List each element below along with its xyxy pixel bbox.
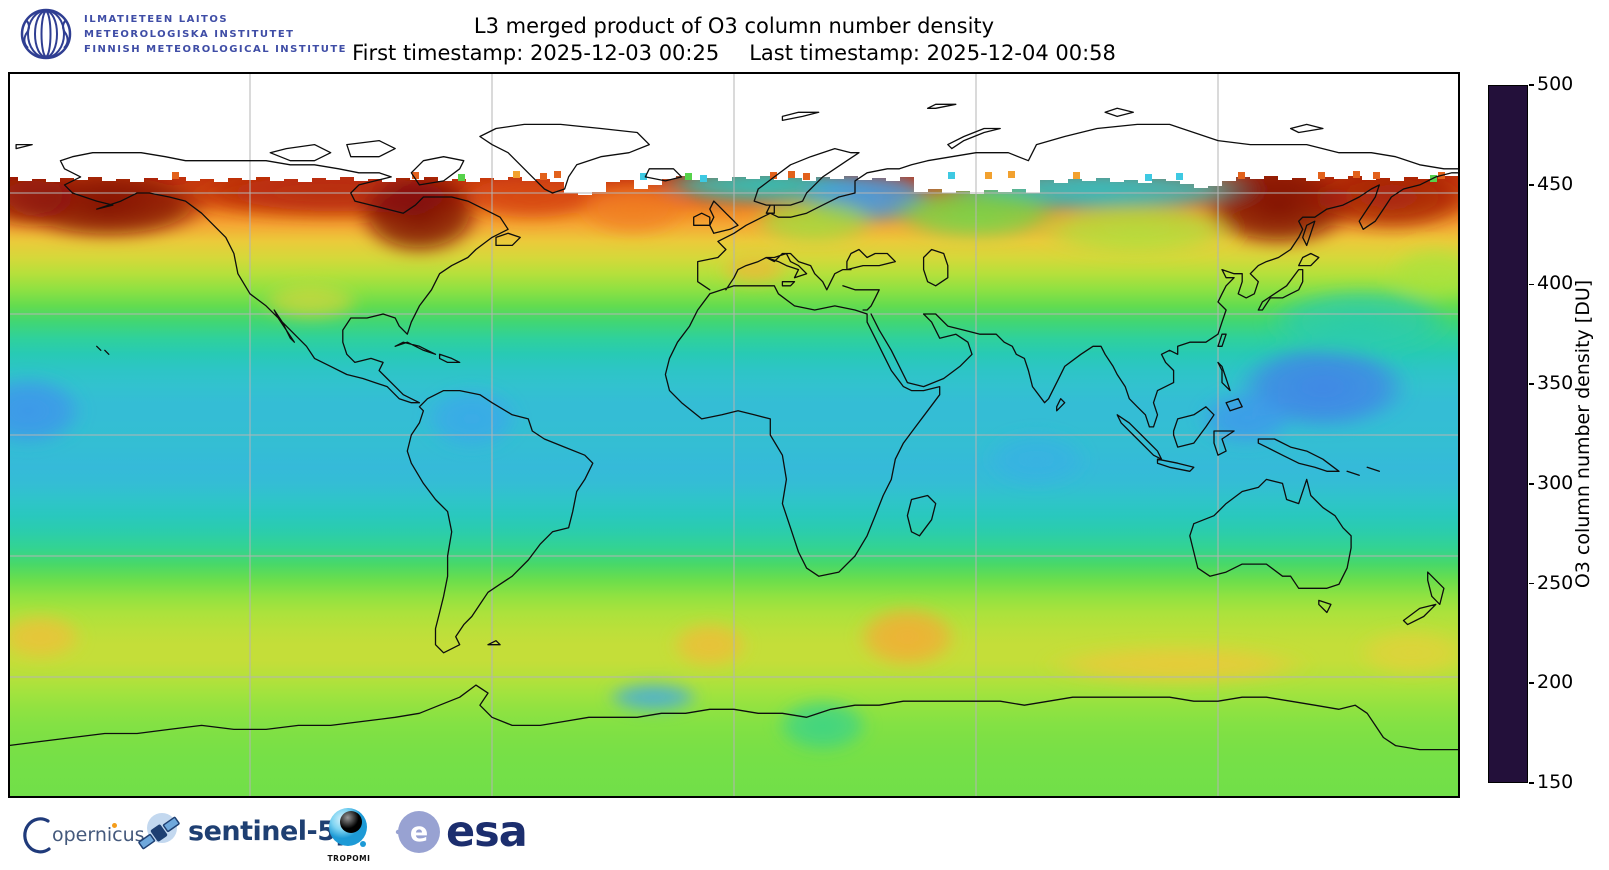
anomaly-w-mediterranean-orange <box>717 253 791 286</box>
copernicus-logo: opernicus <box>22 812 145 858</box>
sentinel5p-label: sentinel-5p <box>188 815 355 847</box>
colorbar-tick-label: 400 <box>1537 272 1574 295</box>
anomaly-hudson-quebec-high <box>354 168 484 258</box>
anomaly-s-indian-orange <box>855 604 960 669</box>
svg-text:e: e <box>410 817 428 848</box>
colorbar-tick-label: 200 <box>1537 671 1574 694</box>
colorbar-tick <box>1529 483 1534 485</box>
anomaly-antarctic-cyan-patch <box>774 697 872 754</box>
colorbar-axis-label: O3 column number density [DU] <box>1572 279 1594 589</box>
copernicus-crescent-icon <box>23 817 51 854</box>
anomaly-sw-us-orange <box>258 281 363 323</box>
map-gridlines <box>8 72 1460 798</box>
anomaly-s-band-orange-east <box>1040 644 1315 686</box>
footer-logos: opernicus sentinel-5p <box>0 800 1609 870</box>
esa-logo: e esa <box>394 807 528 857</box>
anomaly-c-asia-yellowgreen <box>1032 201 1243 258</box>
colorbar-tick-label: 450 <box>1537 172 1574 195</box>
esa-label: esa <box>446 807 528 857</box>
coastlines <box>7 103 1461 751</box>
colorbar-tick <box>1529 383 1534 385</box>
tropomi-sphere-icon <box>329 808 367 847</box>
anomaly-philippine-sea-blue <box>1197 390 1295 448</box>
colorbar-tick-label: 250 <box>1537 571 1574 594</box>
colorbar <box>1488 85 1528 783</box>
copernicus-orange-dot-icon <box>112 823 117 828</box>
anomaly-left-edge-s-orange <box>0 612 85 661</box>
plot-title: L3 merged product of O3 column number de… <box>473 14 995 38</box>
copernicus-label: opernicus <box>52 823 145 846</box>
tropomi-logo: TROPOMI <box>324 806 374 863</box>
plot-subtitle: First timestamp: 2025-12-03 00:25 Last t… <box>8 40 1460 67</box>
fmi-line-2: METEOROLOGISKA INSTITUTET <box>84 28 295 40</box>
map-svg <box>0 72 1485 798</box>
fmi-logo: ILMATIETEEN LAITOS METEOROLOGISKA INSTIT… <box>20 8 347 60</box>
first-timestamp: First timestamp: 2025-12-03 00:25 <box>352 41 720 65</box>
colorbar-tick <box>1529 682 1534 685</box>
satellite-icon <box>138 813 180 850</box>
colorbar-tick-label: 350 <box>1537 372 1574 395</box>
colorbar-tick <box>1529 183 1534 186</box>
colorbar-tick <box>1529 782 1534 784</box>
anomaly-s-atlantic-orange <box>669 620 751 669</box>
fmi-line-3: FINNISH METEOROLOGICAL INSTITUTE <box>84 43 348 55</box>
colorbar-tick <box>1529 84 1534 86</box>
colorbar-tick-label: 500 <box>1537 73 1574 96</box>
fmi-line-1: ILMATIETEEN LAITOS <box>84 13 229 25</box>
anomaly-antarctic-atlantic-blue <box>604 681 702 714</box>
esa-disc-icon: e <box>395 811 440 853</box>
fmi-globe-icon <box>20 8 72 60</box>
anomaly-s-pacific-orange <box>1355 628 1469 677</box>
tropomi-label: TROPOMI <box>327 854 371 863</box>
sentinel5p-logo: sentinel-5p <box>136 806 355 856</box>
anomaly-indian-ocean-low <box>984 431 1089 488</box>
last-timestamp: Last timestamp: 2025-12-04 00:58 <box>749 41 1116 65</box>
anomaly-nw-pacific-cyan <box>1262 285 1456 359</box>
anomaly-n-atlantic-orange <box>576 180 690 238</box>
colorbar-tick <box>1529 582 1534 585</box>
anomaly-e-europe-green <box>750 197 880 246</box>
world-ozone-map <box>0 72 1485 798</box>
colorbar-tick <box>1529 283 1534 286</box>
colorbar-tick-label: 300 <box>1537 471 1574 494</box>
anomaly-amazon-blue <box>423 386 521 452</box>
anomaly-e-pacific-blue-low <box>0 374 85 448</box>
colorbar-tick-label: 150 <box>1537 771 1574 794</box>
map-border <box>8 72 1460 798</box>
